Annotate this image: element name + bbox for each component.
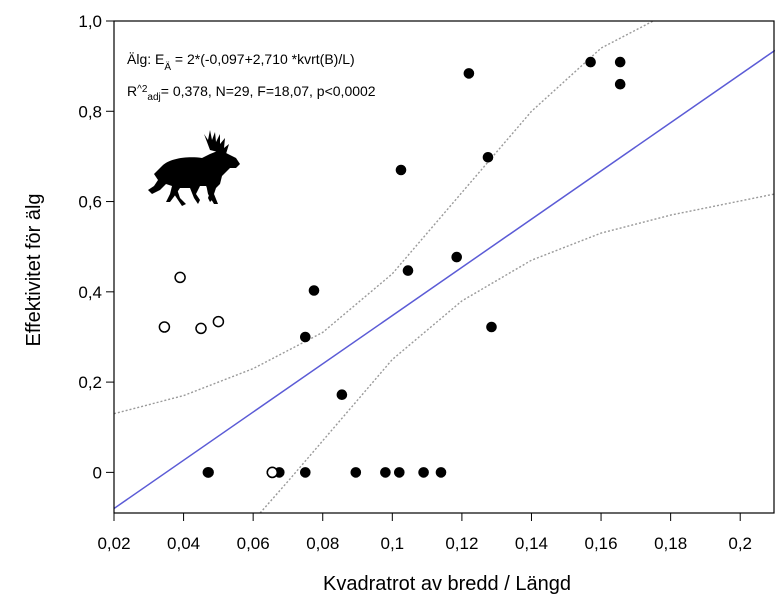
model-statistics: R^2adj= 0,378, N=29, F=18,07, p<0,0002: [127, 83, 376, 103]
data-point-filled: [482, 152, 494, 163]
x-tick-label: 0,16: [585, 534, 618, 553]
x-tick-label: 0,2: [728, 534, 752, 553]
y-tick-label: 1,0: [78, 12, 102, 31]
x-tick-label: 0,06: [237, 534, 270, 553]
y-axis-title: Effektivitet för älg: [23, 193, 45, 346]
data-point-filled: [300, 467, 311, 478]
data-point-open: [174, 271, 186, 284]
confidence-bands: [114, 21, 775, 513]
data-point-open: [212, 315, 225, 328]
model-equation: Älg: EÄ = 2*(-0,097+2,710 *kvrt(B)/L): [127, 51, 355, 73]
data-point-filled: [394, 467, 405, 478]
x-tick-label: 0,12: [445, 534, 478, 553]
y-tick-label: 0: [93, 463, 102, 482]
data-point-open: [158, 321, 171, 333]
x-axis-title: Kvadratrot av bredd / Längd: [323, 573, 571, 595]
plot-frame: [113, 20, 775, 514]
y-tick-label: 0,4: [78, 283, 102, 302]
data-point-filled: [203, 467, 214, 478]
x-tick-label: 0,02: [97, 534, 130, 553]
data-point-filled: [435, 467, 447, 478]
data-point-filled: [336, 389, 348, 401]
x-tick-label: 0,14: [515, 534, 548, 553]
fit-line: [114, 49, 775, 510]
data-points: [158, 56, 626, 479]
data-point-filled: [380, 467, 391, 478]
y-tick-label: 0,2: [78, 373, 102, 392]
y-tick-label: 0,8: [78, 102, 102, 121]
x-axis-ticks: 0,02 0,04 0,06 0,08 0,1 0,12 0,14 0,16 0,18 0,2: [97, 513, 752, 553]
data-point-open: [266, 466, 279, 479]
data-point-filled: [451, 251, 463, 263]
confidence-band-upper: [114, 21, 654, 415]
moose-icon: [148, 130, 240, 206]
data-point-filled: [614, 56, 626, 68]
x-tick-label: 0,04: [167, 534, 200, 553]
fit-line-group: [114, 49, 775, 510]
y-tick-label: 0,6: [78, 193, 102, 212]
data-point-filled: [395, 164, 407, 176]
data-point-filled: [486, 321, 497, 333]
data-point-filled: [308, 285, 320, 296]
data-point-filled: [418, 467, 429, 478]
data-point-filled: [614, 78, 626, 90]
x-tick-label: 0,18: [654, 534, 687, 553]
data-point-open: [195, 322, 207, 335]
data-point-filled: [585, 56, 596, 68]
x-tick-label: 0,1: [380, 534, 404, 553]
data-point-filled: [300, 331, 311, 343]
data-point-filled: [350, 467, 362, 478]
data-point-filled: [402, 265, 414, 276]
data-point-filled: [463, 68, 475, 79]
y-axis-ticks: 0 0,2 0,4 0,6 0,8 1,0: [78, 12, 114, 482]
confidence-band-lower: [259, 193, 775, 513]
x-tick-label: 0,08: [306, 534, 339, 553]
